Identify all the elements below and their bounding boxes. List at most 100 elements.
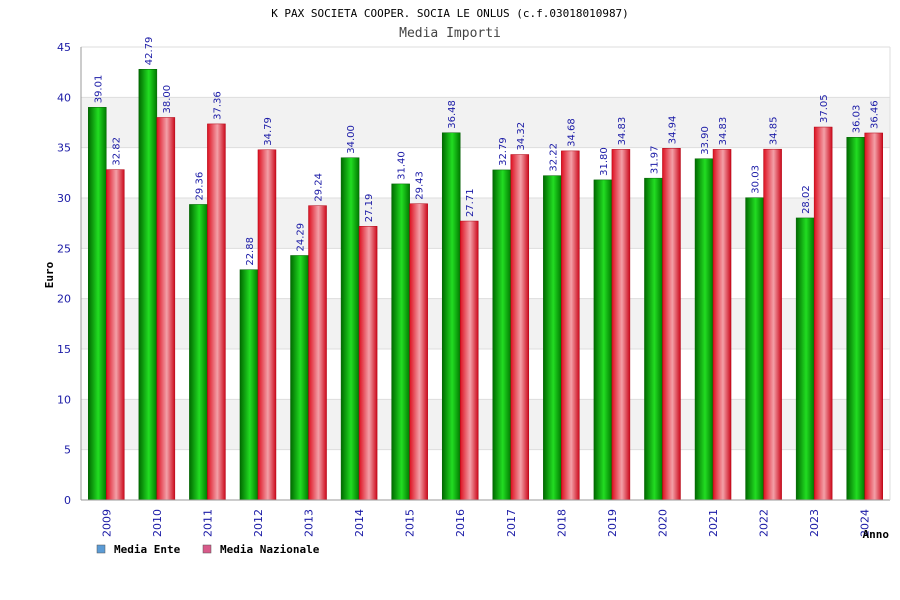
legend-label-media-ente: Media Ente xyxy=(114,543,181,556)
axes xyxy=(80,47,891,501)
x-tick-label: 2020 xyxy=(656,509,669,537)
legend-swatch-media-nazionale xyxy=(202,544,212,554)
y-tick-label: 10 xyxy=(57,393,71,406)
data-label-media-ente-2019: 31.80 xyxy=(599,147,610,176)
bar-media-nazionale-2021 xyxy=(712,149,732,501)
y-tick-label: 0 xyxy=(64,494,71,507)
data-label-media-ente-2012: 22.88 xyxy=(245,237,256,266)
legend-swatch-media-ente xyxy=(96,544,106,554)
bar-media-nazionale-2024 xyxy=(864,132,883,501)
bar-media-nazionale-2017 xyxy=(510,154,530,501)
x-tick-label: 2015 xyxy=(404,509,417,537)
bar-media-ente-2020 xyxy=(644,177,663,501)
bar-media-ente-2015 xyxy=(391,183,410,501)
x-tick-label: 2017 xyxy=(505,509,518,537)
bar-media-nazionale-2015 xyxy=(409,203,428,501)
bar-media-nazionale-2020 xyxy=(662,148,681,501)
data-label-media-ente-2017: 32.79 xyxy=(498,137,509,166)
legend-label-media-nazionale: Media Nazionale xyxy=(220,543,320,556)
y-tick-label: 35 xyxy=(57,142,71,155)
plot-band xyxy=(81,47,890,98)
bar-media-ente-2024 xyxy=(846,137,865,501)
y-tick-label: 30 xyxy=(57,192,71,205)
y-tick-label: 5 xyxy=(64,444,71,457)
data-label-media-nazionale-2016: 27.71 xyxy=(465,188,476,217)
data-label-media-ente-2024: 36.03 xyxy=(852,105,863,134)
bars xyxy=(88,68,883,501)
data-label-media-ente-2009: 39.01 xyxy=(93,75,104,104)
data-label-media-nazionale-2019: 34.83 xyxy=(617,117,628,146)
data-label-media-nazionale-2009: 32.82 xyxy=(111,137,122,166)
data-label-media-ente-2022: 30.03 xyxy=(751,165,762,194)
legend: Media Ente Media Nazionale xyxy=(96,543,320,556)
data-label-media-nazionale-2010: 38.00 xyxy=(162,85,173,114)
data-label-media-nazionale-2023: 37.05 xyxy=(819,94,830,123)
data-label-media-nazionale-2018: 34.68 xyxy=(566,118,577,147)
bar-media-nazionale-2010 xyxy=(156,117,176,501)
x-axis-title: Anno xyxy=(863,528,890,541)
data-label-media-ente-2018: 32.22 xyxy=(548,143,559,172)
bar-media-ente-2022 xyxy=(745,197,764,501)
bar-media-nazionale-2022 xyxy=(763,148,782,501)
y-axis-title: Euro xyxy=(43,261,56,288)
bar-media-ente-2011 xyxy=(189,204,208,501)
data-label-media-ente-2014: 34.00 xyxy=(346,125,357,154)
data-label-media-nazionale-2024: 36.46 xyxy=(870,100,881,129)
data-label-media-nazionale-2012: 34.79 xyxy=(263,117,274,146)
data-label-media-ente-2015: 31.40 xyxy=(397,151,408,180)
data-label-media-nazionale-2021: 34.83 xyxy=(718,117,729,146)
bar-media-ente-2018 xyxy=(543,175,562,501)
y-tick-label: 15 xyxy=(57,343,71,356)
data-label-media-nazionale-2022: 34.85 xyxy=(769,117,780,146)
x-tick-label: 2023 xyxy=(808,509,821,537)
bar-media-ente-2014 xyxy=(340,157,360,501)
x-tick-label: 2019 xyxy=(606,509,619,537)
x-tick-label: 2024 xyxy=(859,509,872,537)
data-label-media-ente-2011: 29.36 xyxy=(194,172,205,201)
data-label-media-nazionale-2020: 34.94 xyxy=(667,116,678,145)
y-tick-label: 25 xyxy=(57,242,71,255)
data-label-media-ente-2013: 24.29 xyxy=(296,223,307,252)
data-label-media-nazionale-2017: 34.32 xyxy=(516,122,527,151)
y-axis-ticks: 0 5 10 15 20 25 30 35 40 45 xyxy=(57,41,71,507)
legend-item-media-nazionale[interactable]: Media Nazionale xyxy=(202,543,320,556)
bar-media-nazionale-2011 xyxy=(207,123,226,501)
data-label-media-ente-2021: 33.90 xyxy=(700,126,711,155)
x-tick-label: 2014 xyxy=(353,509,366,537)
bar-value-labels: 39.01 32.82 42.79 38.00 29.36 37.36 22.88 34.79… xyxy=(93,37,880,266)
chart-subtitle: Media Importi xyxy=(399,26,501,41)
data-label-media-nazionale-2014: 27.19 xyxy=(364,194,375,223)
bar-media-nazionale-2012 xyxy=(257,149,277,501)
legend-item-media-ente[interactable]: Media Ente xyxy=(96,543,181,556)
x-tick-label: 2022 xyxy=(758,509,771,537)
data-label-media-nazionale-2011: 37.36 xyxy=(212,91,223,120)
chart-title: K PAX SOCIETA COOPER. SOCIA LE ONLUS (c.… xyxy=(271,7,629,20)
x-axis-ticks: 2009 2010 2011 2012 2013 2014 2015 2016 2017 2018… xyxy=(100,509,871,537)
data-label-media-ente-2010: 42.79 xyxy=(144,37,155,66)
x-tick-label: 2021 xyxy=(707,509,720,537)
bar-media-ente-2017 xyxy=(492,169,512,501)
x-tick-label: 2009 xyxy=(100,509,113,537)
bar-media-nazionale-2013 xyxy=(308,205,327,501)
x-tick-label: 2012 xyxy=(252,509,265,537)
data-label-media-nazionale-2013: 29.24 xyxy=(314,173,325,202)
y-tick-label: 45 xyxy=(57,41,71,54)
data-label-media-ente-2023: 28.02 xyxy=(801,185,812,214)
bar-media-ente-2019 xyxy=(593,179,613,501)
bar-media-ente-2021 xyxy=(694,158,714,501)
bar-media-nazionale-2016 xyxy=(459,220,479,501)
bar-media-nazionale-2018 xyxy=(561,150,580,501)
bar-media-ente-2013 xyxy=(290,255,309,501)
bar-media-nazionale-2023 xyxy=(813,126,833,501)
bar-media-ente-2016 xyxy=(441,132,461,501)
y-tick-label: 40 xyxy=(57,91,71,104)
bar-media-ente-2023 xyxy=(795,217,815,501)
bar-media-nazionale-2019 xyxy=(611,149,631,501)
bar-media-ente-2012 xyxy=(239,269,259,501)
x-tick-label: 2011 xyxy=(201,509,214,537)
bar-media-nazionale-2014 xyxy=(358,226,378,501)
data-label-media-nazionale-2015: 29.43 xyxy=(415,171,426,200)
x-tick-label: 2010 xyxy=(151,509,164,537)
x-tick-label: 2016 xyxy=(454,509,467,537)
